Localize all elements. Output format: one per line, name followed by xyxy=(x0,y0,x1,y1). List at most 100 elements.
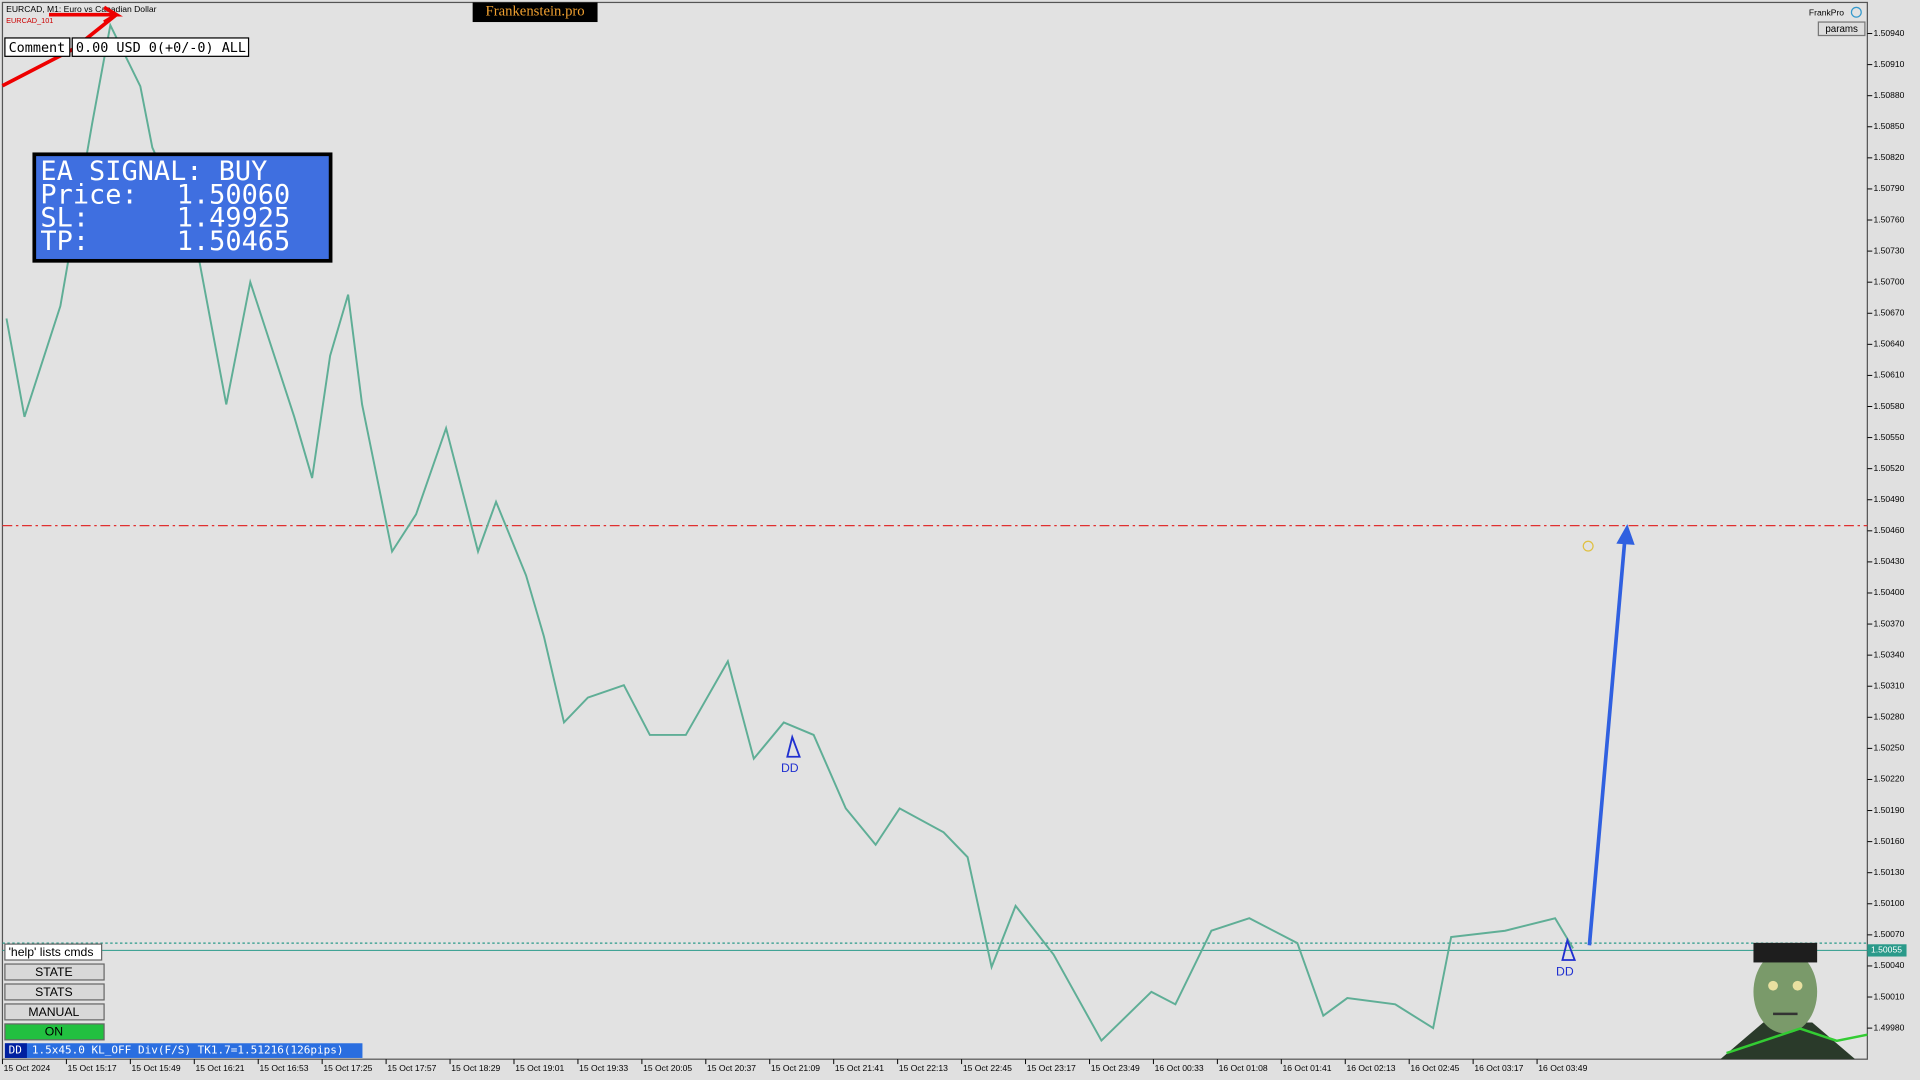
y-tick-label: 1.50460 xyxy=(1873,525,1904,535)
signal-row-label: SL: xyxy=(40,203,89,234)
y-tick-label: 1.50040 xyxy=(1873,960,1904,970)
x-tick-label: 16 Oct 03:17 xyxy=(1474,1063,1523,1073)
button[interactable] xyxy=(4,943,103,961)
x-tick-label: 15 Oct 20:05 xyxy=(643,1063,692,1073)
y-tick-label: 1.50640 xyxy=(1873,339,1904,349)
signal-row-value: 1.50060 xyxy=(177,179,290,210)
y-tick-label: 1.50250 xyxy=(1873,743,1904,753)
button[interactable] xyxy=(4,1023,105,1041)
y-tick-label: 1.50700 xyxy=(1873,276,1904,286)
y-tick-label: 1.50160 xyxy=(1873,836,1904,846)
y-tick-label: 1.50370 xyxy=(1873,618,1904,628)
account-icon xyxy=(1850,6,1862,18)
x-tick-label: 15 Oct 22:13 xyxy=(899,1063,948,1073)
y-tick-label: 1.50490 xyxy=(1873,494,1904,504)
x-tick-label: 16 Oct 03:49 xyxy=(1538,1063,1587,1073)
dd-label: DD xyxy=(781,761,799,775)
x-tick-label: 15 Oct 16:53 xyxy=(259,1063,308,1073)
y-tick-label: 1.50610 xyxy=(1873,370,1904,380)
y-tick-label: 1.50940 xyxy=(1873,28,1904,38)
y-tick-label: 1.50730 xyxy=(1873,245,1904,255)
button-label[interactable]: ON xyxy=(45,1025,63,1039)
status-bar xyxy=(4,1043,363,1058)
x-tick-label: 16 Oct 01:08 xyxy=(1219,1063,1268,1073)
y-tick-label: 1.50520 xyxy=(1873,463,1904,473)
signal-arrow xyxy=(1587,538,1627,946)
button[interactable] xyxy=(4,983,105,1001)
y-tick-label: 1.50550 xyxy=(1873,432,1904,442)
button[interactable] xyxy=(4,1003,105,1021)
price-tag: 1.50055 xyxy=(1871,945,1902,955)
y-tick-label: 1.50820 xyxy=(1873,152,1904,162)
x-tick-label: 15 Oct 16:21 xyxy=(196,1063,245,1073)
y-tick-label: 1.50430 xyxy=(1873,556,1904,566)
dd-marker xyxy=(786,734,801,758)
x-tick-label: 15 Oct 19:01 xyxy=(515,1063,564,1073)
x-tick-label: 15 Oct 21:09 xyxy=(771,1063,820,1073)
button[interactable] xyxy=(4,963,105,981)
signal-row-value: 1.49925 xyxy=(177,203,290,234)
signal-row-value: 1.50465 xyxy=(177,226,290,257)
button-label[interactable]: 'help' lists cmds xyxy=(9,945,94,959)
symbol-label: EURCAD, M1: Euro vs Canadian Dollar xyxy=(6,4,157,14)
y-tick-label: 1.50880 xyxy=(1873,90,1904,100)
status-tag-box xyxy=(4,1043,27,1058)
y-tick-label: 1.50130 xyxy=(1873,867,1904,877)
signal-row-label: TP: xyxy=(40,226,89,257)
y-tick-label: 1.50190 xyxy=(1873,805,1904,815)
x-tick-label: 15 Oct 21:41 xyxy=(835,1063,884,1073)
x-tick-label: 16 Oct 02:45 xyxy=(1410,1063,1459,1073)
y-tick-label: 1.50220 xyxy=(1873,774,1904,784)
button-label[interactable]: STATE xyxy=(35,965,73,979)
y-tick-label: 1.50670 xyxy=(1873,308,1904,318)
status-tag: DD xyxy=(9,1044,22,1057)
x-tick-label: 15 Oct 23:17 xyxy=(1027,1063,1076,1073)
brand-box xyxy=(472,2,598,23)
x-tick-label: 15 Oct 15:17 xyxy=(68,1063,117,1073)
y-tick-label: 1.50790 xyxy=(1873,183,1904,193)
x-tick-label: 16 Oct 02:13 xyxy=(1346,1063,1395,1073)
brand: Frankenstein.pro xyxy=(486,4,585,20)
comment-text: 0.00 USD 0(+0/-0) ALL xyxy=(76,41,246,56)
status-text: 1.5x45.0 KL_OFF Div(F/S) TK1.7=1.51216(1… xyxy=(32,1044,344,1057)
y-tick-label: 1.50400 xyxy=(1873,587,1904,597)
y-tick-label: 1.50910 xyxy=(1873,59,1904,69)
x-tick-label: 15 Oct 15:49 xyxy=(132,1063,181,1073)
dd-label: DD xyxy=(1556,964,1574,978)
y-tick-label: 1.50010 xyxy=(1873,991,1904,1001)
account: FrankPro xyxy=(1809,8,1844,18)
button-label[interactable]: STATS xyxy=(35,985,73,999)
arrow-annotation xyxy=(48,5,123,24)
signal-row-label: Price: xyxy=(40,179,137,210)
y-tick-label: 1.50070 xyxy=(1873,929,1904,939)
ea-name: EURCAD_101 xyxy=(6,16,53,25)
x-tick-label: 15 Oct 20:37 xyxy=(707,1063,756,1073)
signal-panel xyxy=(32,152,333,263)
x-tick-label: 15 Oct 22:45 xyxy=(963,1063,1012,1073)
y-tick-label: 1.50760 xyxy=(1873,214,1904,224)
y-tick-label: 1.50340 xyxy=(1873,649,1904,659)
dd-marker xyxy=(1561,937,1577,961)
comment-label-box xyxy=(4,37,71,57)
params-button[interactable] xyxy=(1817,21,1866,37)
x-tick-label: 16 Oct 01:41 xyxy=(1283,1063,1332,1073)
y-tick-label: 1.50280 xyxy=(1873,712,1904,722)
price-series xyxy=(5,22,1574,1043)
x-tick-label: 15 Oct 17:25 xyxy=(323,1063,372,1073)
params-label[interactable]: params xyxy=(1825,24,1858,35)
y-tick-label: 1.50580 xyxy=(1873,401,1904,411)
price-tag-box xyxy=(1867,944,1907,957)
comment-box xyxy=(71,37,250,57)
y-tick-label: 1.49980 xyxy=(1873,1022,1904,1032)
x-tick-label: 15 Oct 2024 xyxy=(4,1063,51,1073)
signal-title: EA SIGNAL: BUY xyxy=(40,156,267,187)
x-tick-label: 16 Oct 00:33 xyxy=(1155,1063,1204,1073)
button-label[interactable]: MANUAL xyxy=(28,1005,79,1019)
signal-arrow-head xyxy=(1616,524,1635,545)
x-tick-label: 15 Oct 23:49 xyxy=(1091,1063,1140,1073)
y-tick-label: 1.50310 xyxy=(1873,680,1904,690)
x-tick-label: 15 Oct 19:33 xyxy=(579,1063,628,1073)
x-tick-label: 15 Oct 17:57 xyxy=(387,1063,436,1073)
